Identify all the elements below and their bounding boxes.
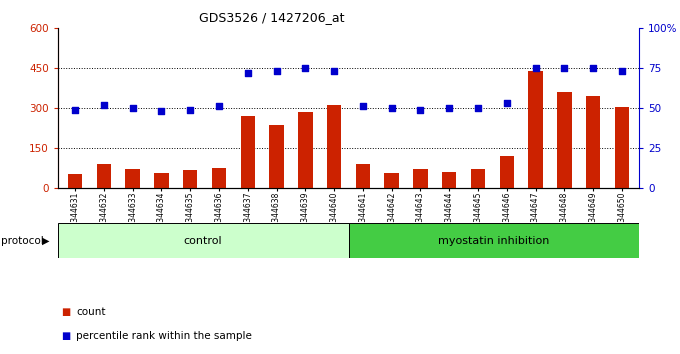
- Bar: [528, 71, 543, 188]
- Text: count: count: [76, 307, 105, 316]
- Bar: [413, 169, 428, 188]
- Bar: [183, 170, 197, 188]
- Text: myostatin inhibition: myostatin inhibition: [438, 236, 549, 246]
- Point: [530, 65, 541, 71]
- Bar: [356, 164, 370, 188]
- Text: percentile rank within the sample: percentile rank within the sample: [76, 331, 252, 341]
- Text: ▶: ▶: [42, 236, 50, 246]
- Point: [156, 108, 167, 114]
- Bar: [615, 107, 629, 188]
- Bar: [241, 116, 255, 188]
- Point: [271, 69, 282, 74]
- Bar: [327, 105, 341, 188]
- Bar: [298, 112, 313, 188]
- Point: [69, 107, 80, 113]
- Bar: [442, 172, 456, 188]
- Bar: [500, 156, 514, 188]
- Point: [588, 65, 598, 71]
- Point: [300, 65, 311, 71]
- Bar: [58, 223, 348, 258]
- Point: [185, 107, 196, 113]
- Bar: [348, 223, 639, 258]
- Text: protocol: protocol: [1, 236, 44, 246]
- Point: [242, 70, 253, 76]
- Bar: [211, 168, 226, 188]
- Text: ■: ■: [61, 331, 71, 341]
- Point: [328, 69, 339, 74]
- Point: [617, 69, 628, 74]
- Point: [386, 105, 397, 111]
- Point: [214, 103, 224, 109]
- Point: [358, 103, 369, 109]
- Bar: [97, 164, 111, 188]
- Point: [127, 105, 138, 111]
- Bar: [471, 169, 486, 188]
- Bar: [557, 92, 572, 188]
- Bar: [269, 125, 284, 188]
- Bar: [125, 169, 140, 188]
- Text: ■: ■: [61, 307, 71, 316]
- Point: [501, 101, 512, 106]
- Point: [444, 105, 455, 111]
- Bar: [586, 96, 600, 188]
- Point: [473, 105, 483, 111]
- Point: [99, 102, 109, 108]
- Bar: [384, 173, 399, 188]
- Point: [559, 65, 570, 71]
- Point: [415, 107, 426, 113]
- Bar: [68, 175, 82, 188]
- Text: control: control: [184, 236, 222, 246]
- Bar: [154, 173, 169, 188]
- Text: GDS3526 / 1427206_at: GDS3526 / 1427206_at: [199, 11, 345, 24]
